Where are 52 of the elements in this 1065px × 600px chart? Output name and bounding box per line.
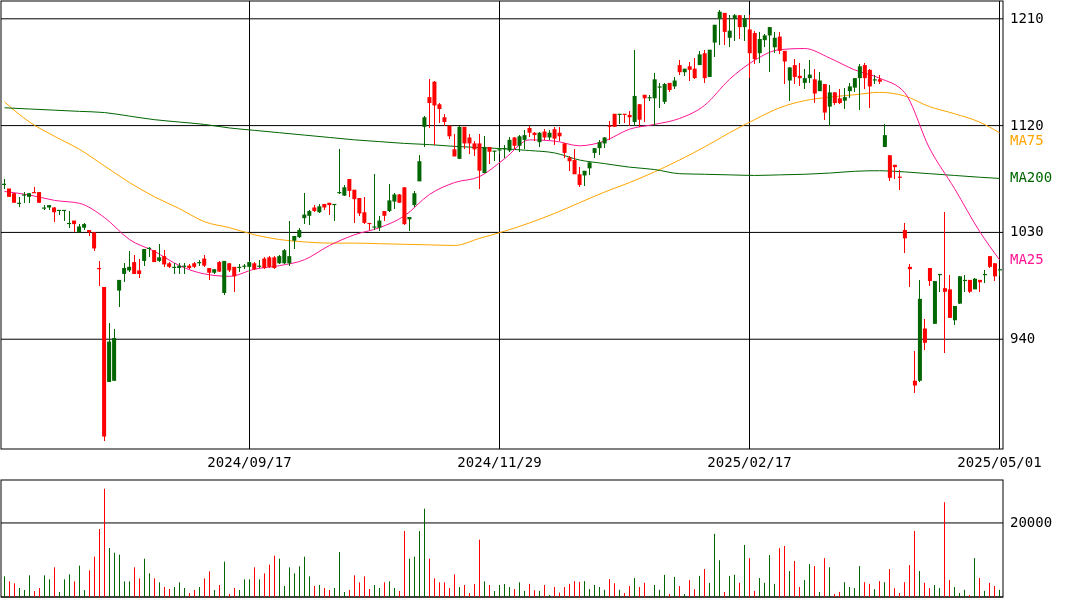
candlestick: [922, 318, 927, 351]
candlestick: [737, 14, 742, 40]
series-label: MA25: [1010, 250, 1044, 267]
candlestick: [662, 82, 667, 105]
candlestick: [122, 262, 127, 283]
x-tick-label: 2024/09/17: [207, 454, 292, 470]
x-tick-label: 2024/11/29: [457, 454, 542, 470]
candlestick: [722, 12, 727, 46]
candlestick: [117, 279, 122, 308]
x-tick-label: 2025/02/17: [707, 454, 792, 470]
candlestick: [912, 350, 917, 394]
candlestick: [952, 305, 957, 326]
candlestick: [727, 14, 732, 48]
candlestick: [842, 86, 847, 110]
candlestick: [867, 67, 872, 109]
candlestick: [132, 254, 137, 275]
y-tick-label: 20000: [1010, 513, 1053, 530]
candlestick: [577, 166, 582, 189]
y-tick-label: 1210: [1010, 9, 1044, 26]
candlestick: [92, 231, 97, 253]
candlestick: [427, 78, 432, 129]
candlestick: [387, 183, 392, 213]
y-tick-label: 1120: [1010, 116, 1044, 133]
candlestick: [882, 123, 887, 148]
line-series: [4, 107, 1000, 179]
candlestick: [572, 148, 577, 175]
candlestick: [417, 154, 422, 183]
y-tick-label: 1030: [1010, 223, 1044, 240]
candlestick: [637, 103, 642, 128]
candlestick: [742, 14, 747, 43]
candlestick: [802, 67, 807, 90]
candlestick: [692, 57, 697, 81]
candlestick: [902, 222, 907, 254]
series-label: MA75: [1010, 131, 1044, 148]
candlestick: [827, 84, 832, 127]
candlestick: [857, 63, 862, 111]
series-label: MA200: [1010, 169, 1053, 186]
x-tick-label: 2025/05/01: [957, 454, 1042, 470]
candlestick: [772, 31, 777, 54]
candlestick: [422, 115, 427, 148]
candlestick: [777, 31, 782, 56]
candlestick: [717, 9, 722, 46]
candlestick: [787, 66, 792, 102]
y-tick-label: 940: [1010, 330, 1036, 347]
candlestick: [712, 24, 717, 58]
candlestick: [732, 13, 737, 43]
candlestick: [767, 26, 772, 73]
candlestick: [372, 173, 377, 231]
candlestick: [782, 50, 787, 85]
candlestick: [812, 67, 817, 104]
candlestick: [522, 129, 527, 151]
line-series: [4, 91, 1000, 246]
